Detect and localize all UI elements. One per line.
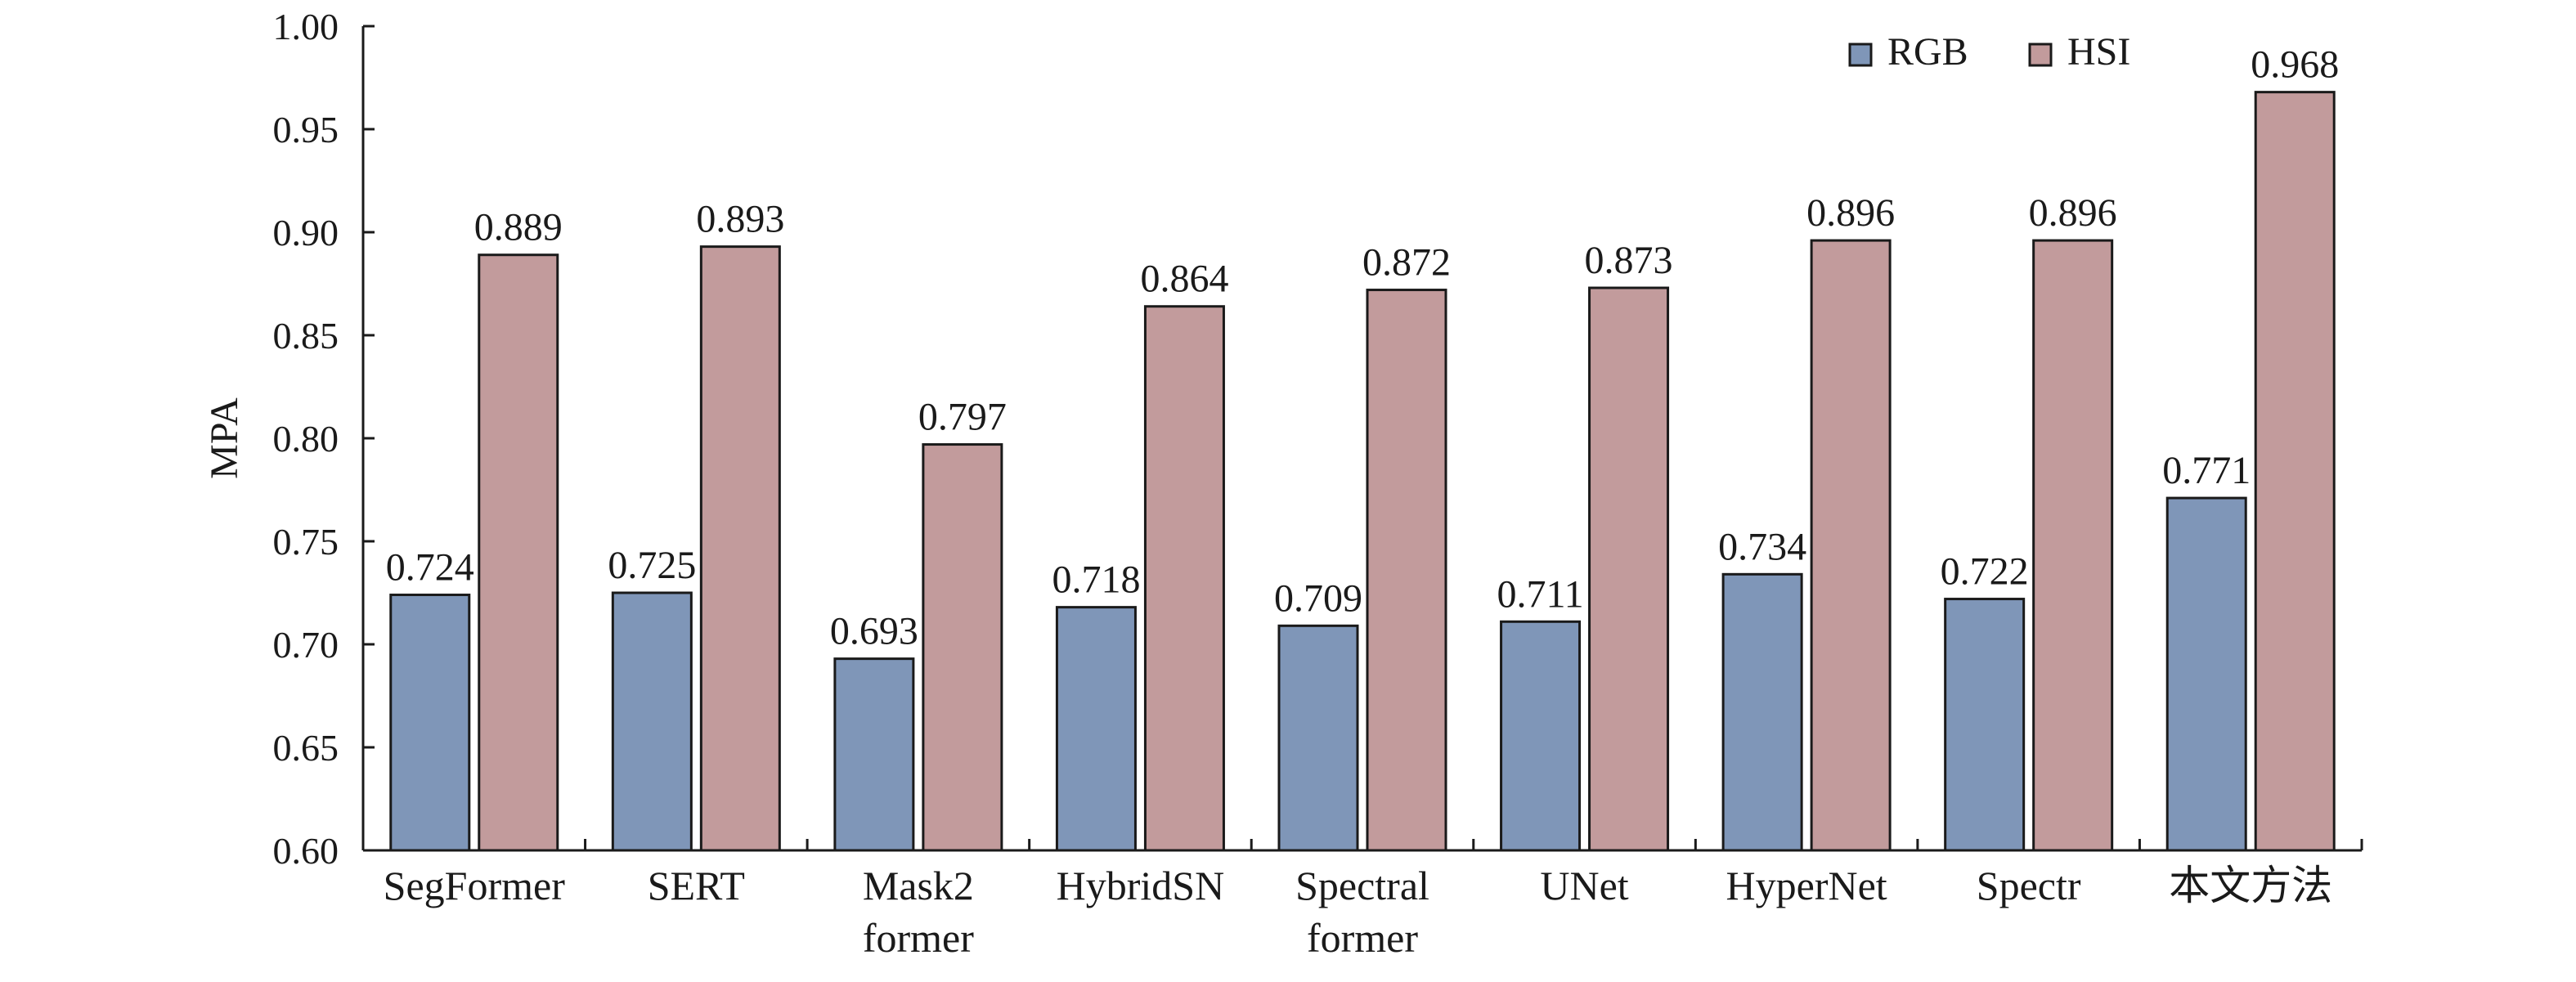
bar-hsi <box>2032 239 2114 852</box>
value-labels: 0.724 0.889 0.725 0.893 0.693 0.797 0.718 0.864… <box>386 43 2339 653</box>
bar-rgb <box>611 591 693 852</box>
bar-value-label: 0.873 <box>1585 239 1673 282</box>
bar-hsi <box>1143 305 1225 852</box>
bar-hsi <box>922 443 1003 852</box>
x-category-label: Spectral former <box>1295 863 1429 961</box>
bars <box>389 91 2336 852</box>
bar-value-label: 0.725 <box>608 544 696 587</box>
x-category-label: SegFormer <box>384 863 566 908</box>
x-category-label: 本文方法 <box>2169 863 2332 908</box>
y-axis-title: MPA <box>203 397 246 479</box>
bar-value-label: 0.864 <box>1140 258 1228 301</box>
y-tick-label: 0.95 <box>273 109 339 150</box>
x-category-label: HyperNet <box>1726 863 1887 908</box>
bar-value-label: 0.889 <box>474 206 563 249</box>
bar-value-label: 0.893 <box>696 198 784 241</box>
bar-value-label: 0.872 <box>1362 241 1451 285</box>
bar-value-label: 0.968 <box>2251 43 2339 87</box>
x-category-label-line: SegFormer <box>384 863 566 908</box>
x-category-label-line: SERT <box>648 863 745 908</box>
legend: RGB HSI <box>1848 30 2130 74</box>
x-category-label-line: Spectr <box>1977 863 2081 908</box>
bar-hsi <box>1810 239 1892 852</box>
bar-value-label: 0.724 <box>386 546 474 590</box>
x-category-label-line: 本文方法 <box>2169 863 2332 908</box>
bar-rgb <box>833 657 915 852</box>
x-category-label: HybridSN <box>1057 863 1225 908</box>
bar-value-label: 0.718 <box>1052 558 1140 602</box>
x-category-label: Spectr <box>1977 863 2081 908</box>
bar-hsi <box>478 253 559 852</box>
bar-value-label: 0.771 <box>2162 449 2251 492</box>
x-category-label-line: HybridSN <box>1057 863 1225 908</box>
bar-rgb <box>1721 572 1803 852</box>
legend-swatch-hsi <box>2028 43 2053 67</box>
bar-rgb <box>1944 598 2026 852</box>
x-category-label-line: HyperNet <box>1726 863 1887 908</box>
bar-hsi <box>699 245 781 852</box>
y-tick-label: 0.65 <box>273 727 339 769</box>
y-tick-label: 0.75 <box>273 521 339 563</box>
y-tick-label: 0.60 <box>273 830 339 872</box>
y-tick-label: 0.85 <box>273 315 339 356</box>
y-tick-label: 0.80 <box>273 418 339 460</box>
bar-value-label: 0.693 <box>830 610 918 653</box>
legend-label-hsi: HSI <box>2067 30 2130 74</box>
y-tick-label: 0.70 <box>273 624 339 666</box>
bar-value-label: 0.709 <box>1274 576 1362 620</box>
x-category-label-line: former <box>1307 915 1418 961</box>
x-category-label-line: Spectral <box>1295 863 1429 908</box>
bar-rgb <box>389 594 471 852</box>
y-tick-label: 0.90 <box>273 212 339 253</box>
legend-label-rgb: RGB <box>1887 30 1968 74</box>
x-category-label-line: UNet <box>1540 863 1628 908</box>
bar-rgb <box>1277 624 1359 852</box>
x-category-label: Mask2 former <box>863 863 974 961</box>
x-category-label-line: Mask2 <box>863 863 974 908</box>
bar-hsi <box>2254 91 2336 852</box>
bar-rgb <box>1055 606 1137 852</box>
x-category-label: SERT <box>648 863 745 908</box>
bar-value-label: 0.797 <box>918 396 1007 439</box>
x-category-label-line: former <box>863 915 974 961</box>
bar-rgb <box>1500 620 1582 852</box>
legend-swatch-rgb <box>1848 43 1873 67</box>
bar-value-label: 0.711 <box>1497 572 1583 616</box>
bar-hsi <box>1588 286 1670 852</box>
bar-value-label: 0.896 <box>1806 191 1895 235</box>
bar-value-label: 0.896 <box>2029 191 2117 235</box>
bar-value-label: 0.722 <box>1941 550 2029 594</box>
axes: 0.60 0.65 0.70 0.75 0.80 0.85 0.90 0.95 1.00 MPA S… <box>203 6 2363 961</box>
bar-rgb <box>2165 496 2247 852</box>
x-category-label: UNet <box>1540 863 1628 908</box>
y-tick-label: 1.00 <box>273 6 339 47</box>
bar-hsi <box>1366 289 1447 852</box>
bar-value-label: 0.734 <box>1718 525 1806 568</box>
